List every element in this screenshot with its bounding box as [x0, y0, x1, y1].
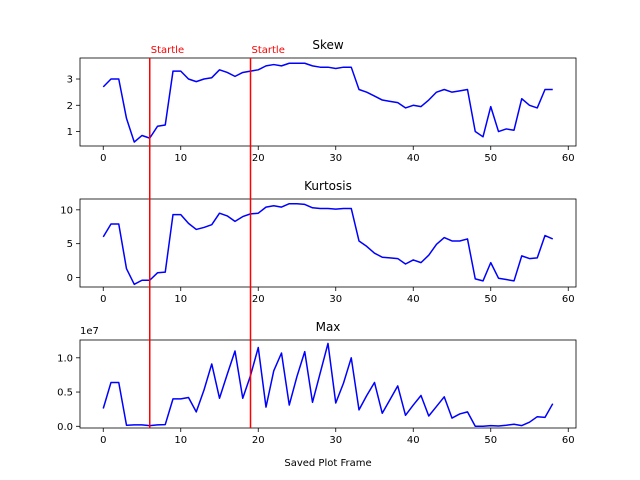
x-tick-label-kurtosis: 0	[100, 294, 106, 305]
x-tick-label-skew: 0	[100, 153, 106, 164]
axes-frame-skew	[79, 57, 577, 147]
panel-title-skew: Skew	[312, 38, 344, 52]
panel-skew: Skew 0 10 20 30 40 50 60 1 2 3	[67, 38, 577, 164]
x-tick-label-max: 60	[562, 435, 575, 446]
offset-label-max: 1e7	[80, 326, 99, 337]
series-line-max	[102, 342, 554, 428]
x-tick-label-max: 10	[174, 435, 187, 446]
x-tick-label-max: 30	[329, 435, 342, 446]
x-tick-label-skew: 30	[329, 153, 342, 164]
panel-title-kurtosis: Kurtosis	[304, 179, 352, 193]
x-tick-label-max: 0	[100, 435, 106, 446]
y-tick-label-kurtosis: 0	[67, 273, 73, 284]
y-tick-label-skew: 2	[67, 101, 73, 112]
y-tick-label-skew: 3	[67, 75, 73, 86]
panel-max: Max 1e7 0 10 20 30 40 50 60 0.0 0.5 1.0	[57, 320, 577, 446]
x-tick-label-max: 20	[252, 435, 265, 446]
x-tick-label-skew: 40	[407, 153, 420, 164]
x-tick-label-kurtosis: 50	[484, 294, 497, 305]
series-line-skew	[102, 62, 553, 143]
series-line-kurtosis	[102, 202, 554, 286]
x-tick-label-skew: 20	[252, 153, 265, 164]
x-tick-label-kurtosis: 20	[252, 294, 265, 305]
panel-title-max: Max	[316, 320, 341, 334]
y-tick-label-kurtosis: 5	[67, 239, 73, 250]
y-tick-label-max: 0.0	[57, 422, 73, 433]
y-tick-label-max: 0.5	[57, 388, 73, 399]
x-tick-label-skew: 50	[484, 153, 497, 164]
axes-frame-max	[79, 339, 577, 429]
y-tick-label-max: 1.0	[57, 353, 73, 364]
axes-frame-kurtosis	[79, 198, 577, 288]
x-tick-label-kurtosis: 40	[407, 294, 420, 305]
startle-annotations: Startle Startle	[149, 45, 285, 428]
x-tick-label-kurtosis: 30	[329, 294, 342, 305]
x-tick-label-max: 50	[484, 435, 497, 446]
y-tick-label-skew: 1	[67, 127, 73, 138]
x-axis-label: Saved Plot Frame	[284, 458, 371, 469]
x-tick-label-kurtosis: 60	[562, 294, 575, 305]
panel-kurtosis: Kurtosis 0 10 20 30 40 50 60 0 5 10	[60, 179, 577, 305]
startle-label-2: Startle	[252, 45, 285, 56]
x-tick-label-skew: 10	[174, 153, 187, 164]
x-tick-label-skew: 60	[562, 153, 575, 164]
startle-label-1: Startle	[151, 45, 184, 56]
y-tick-label-kurtosis: 10	[60, 205, 73, 216]
x-tick-label-kurtosis: 10	[174, 294, 187, 305]
x-tick-label-max: 40	[407, 435, 420, 446]
